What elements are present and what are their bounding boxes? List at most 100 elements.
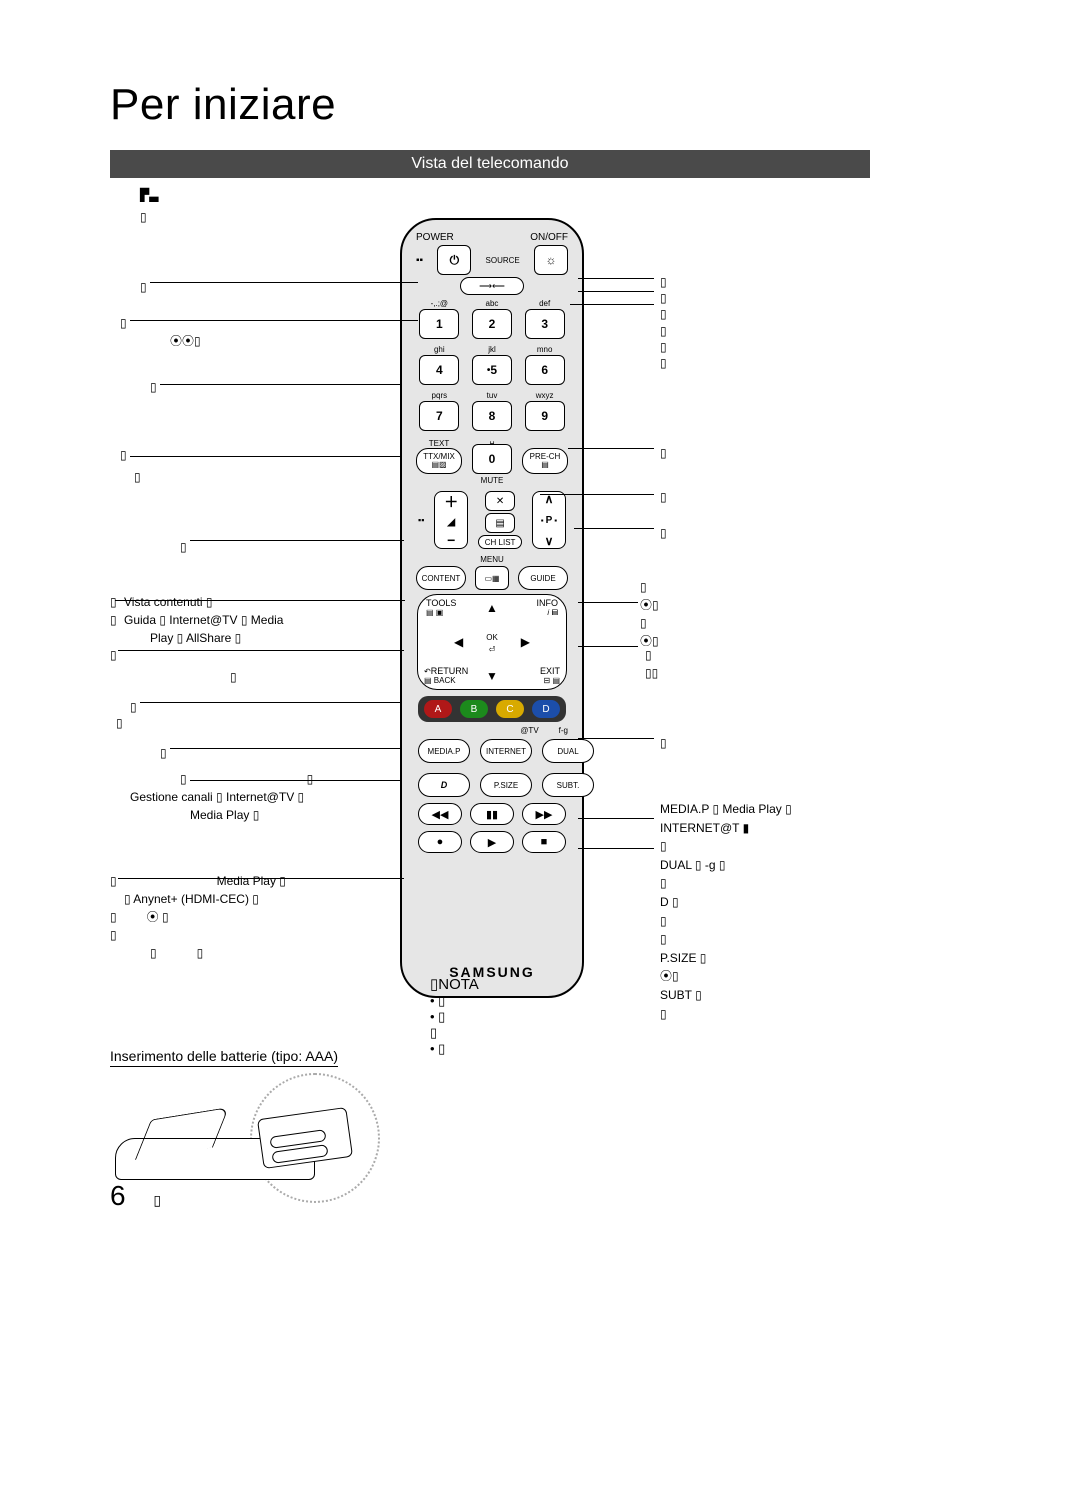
dual-line: DUAL ▯ -g ▯	[660, 858, 725, 872]
right-stack: ▯▯▯▯▯▯	[660, 274, 667, 371]
abcd-callout: ▯▯ Gestione canali ▯ Internet@TV ▯ Media…	[130, 770, 410, 824]
num5-sub: jkl	[488, 345, 496, 354]
yellow-C-button[interactable]: C	[496, 700, 524, 718]
left-note-return: ▯	[160, 744, 167, 762]
ttx-button[interactable]: TTX/MIX ▤▨	[416, 448, 462, 474]
green-B-button[interactable]: B	[460, 700, 488, 718]
left-note-cursor2: ▯	[116, 714, 123, 732]
fg-sub: f-g	[559, 726, 568, 735]
left-note-3a: ▯	[120, 314, 127, 332]
arrow-left-icon[interactable]: ◀	[454, 635, 463, 649]
internet-line: INTERNET@T ▮	[660, 821, 749, 835]
rewind-button[interactable]: ◀◀	[418, 803, 462, 825]
content-callout: ▯Vista contenuti ▯ ▯Guida ▯ Internet@TV …	[110, 593, 390, 647]
volume-rocker[interactable]: ＋◢−	[434, 491, 468, 549]
transport-callout: ▯Media Play ▯ ▯ Anynet+ (HDMI-CEC) ▯ ▯⦿ …	[110, 872, 390, 962]
arrow-up-icon[interactable]: ▲	[486, 601, 498, 615]
brand-logo: SAMSUNG	[402, 964, 582, 980]
dual-button[interactable]: DUAL	[542, 739, 594, 763]
num3-sub: def	[539, 299, 550, 308]
source-label: SOURCE	[486, 256, 520, 265]
pause-button[interactable]: ▮▮	[470, 803, 514, 825]
num-3-button[interactable]: 3	[525, 309, 565, 339]
internet-sub: ▯	[660, 839, 667, 853]
d-sub2: ▯	[660, 932, 667, 946]
transport-row-2: ● ▶ ■	[418, 831, 566, 853]
onoff-button[interactable]: ☼	[534, 245, 568, 275]
menu-button[interactable]: ▭▦	[475, 566, 509, 590]
canali-sub: Media Play ▯	[190, 808, 259, 822]
mute-label: MUTE	[481, 476, 504, 485]
nota-b2: • ▯	[430, 1009, 479, 1025]
nota-block: ▯NOTA • ▯ • ▯ ▯ • ▯	[430, 975, 479, 1057]
nota-b2b: ▯	[430, 1025, 479, 1041]
blue-D-button[interactable]: D	[532, 700, 560, 718]
ok-button[interactable]: OK⏎	[486, 630, 498, 654]
onoff-label: ON/OFF	[530, 232, 568, 243]
transport-row-1: ◀◀ ▮▮ ▶▶	[418, 803, 566, 825]
num2-sub: abc	[486, 299, 499, 308]
note-icon: ▛▃	[140, 186, 158, 204]
num6-sub: mno	[537, 345, 553, 354]
num-8-button[interactable]: 8	[472, 401, 512, 431]
power-button[interactable]: ⏻	[437, 245, 471, 275]
mediap-button[interactable]: MEDIA.P	[418, 739, 470, 763]
num-2-button[interactable]: 2	[472, 309, 512, 339]
content-button[interactable]: CONTENT	[416, 566, 466, 590]
right-ch: ▯	[660, 524, 667, 542]
guide-button[interactable]: GUIDE	[518, 566, 568, 590]
color-buttons-row: A B C D	[418, 696, 566, 722]
internet-button[interactable]: INTERNET	[480, 739, 532, 763]
menu-label: MENU	[480, 555, 504, 564]
right-exit: ▯	[660, 734, 667, 752]
chlist-button[interactable]: CH LIST	[478, 535, 522, 549]
d-button[interactable]: D	[418, 773, 470, 797]
num-9-button[interactable]: 9	[525, 401, 565, 431]
play-button[interactable]: ▶	[470, 831, 514, 853]
psize-sub: ⦿▯	[660, 969, 679, 983]
section-header: Vista del telecomando	[110, 150, 870, 178]
exit-label: EXIT	[540, 666, 560, 676]
content-sub1: Guida ▯ Internet@TV ▯ Media	[124, 613, 283, 627]
right-guide: ▯ ⦿▯ ▯ ⦿▯	[640, 578, 659, 650]
channel-rocker[interactable]: ∧ ▪P▪ ∨	[532, 491, 566, 549]
left-note-tools: ▯	[110, 646, 117, 664]
prech-button[interactable]: PRE-CH ▤	[522, 448, 568, 474]
right-info: ▯▯▯	[645, 646, 658, 682]
dual-sub: ▯	[660, 876, 667, 890]
dpad[interactable]: TOOLS▤ ▣ INFO𝑖 ▤ ↶RETURN▤ BACK EXIT⊟ ▤ ▲…	[417, 594, 567, 690]
stop-button[interactable]: ■	[522, 831, 566, 853]
arrow-down-icon[interactable]: ▼	[486, 669, 498, 683]
num-4-button[interactable]: 4	[419, 355, 459, 385]
num-0-button[interactable]: 0	[472, 444, 512, 474]
num8-sub: tuv	[487, 391, 498, 400]
num-5-button[interactable]: • 5	[472, 355, 512, 385]
subt-button[interactable]: SUBT.	[542, 773, 594, 797]
num1-sub: -,.;@	[431, 299, 448, 308]
num-7-button[interactable]: 7	[419, 401, 459, 431]
return-label: RETURN	[431, 666, 469, 676]
num-6-button[interactable]: 6	[525, 355, 565, 385]
function-grid: MEDIA.P INTERNET DUAL D P.SIZE SUBT.	[418, 739, 566, 797]
red-A-button[interactable]: A	[424, 700, 452, 718]
arrow-right-icon[interactable]: ▶	[521, 635, 530, 649]
forward-button[interactable]: ▶▶	[522, 803, 566, 825]
mute-button[interactable]: ✕	[485, 491, 515, 511]
left-note-tools2: ▯	[230, 668, 237, 686]
num7-sub: pqrs	[432, 391, 448, 400]
subt-sub: ▯	[660, 1007, 667, 1021]
info-label: INFO	[537, 598, 559, 608]
left-note-sensor: ▯	[150, 378, 157, 396]
tools-label: TOOLS	[426, 598, 456, 608]
right-func-block: MEDIA.P ▯ Media Play ▯ INTERNET@T ▮ ▯ DU…	[660, 800, 970, 1023]
source-button[interactable]: ⟶⟵	[460, 277, 524, 295]
num-1-button[interactable]: 1	[419, 309, 459, 339]
right-mute: ▯	[660, 488, 667, 506]
battery-section: Inserimento delle batterie (tipo: AAA)	[110, 1048, 970, 1067]
content-label: Vista contenuti ▯	[124, 595, 212, 609]
guide1: ⦿▯	[640, 598, 659, 612]
canali-line: Gestione canali ▯ Internet@TV ▯	[130, 790, 304, 804]
psize-button[interactable]: P.SIZE	[480, 773, 532, 797]
teletext-icon-button[interactable]: ▤	[485, 513, 515, 533]
record-button[interactable]: ●	[418, 831, 462, 853]
